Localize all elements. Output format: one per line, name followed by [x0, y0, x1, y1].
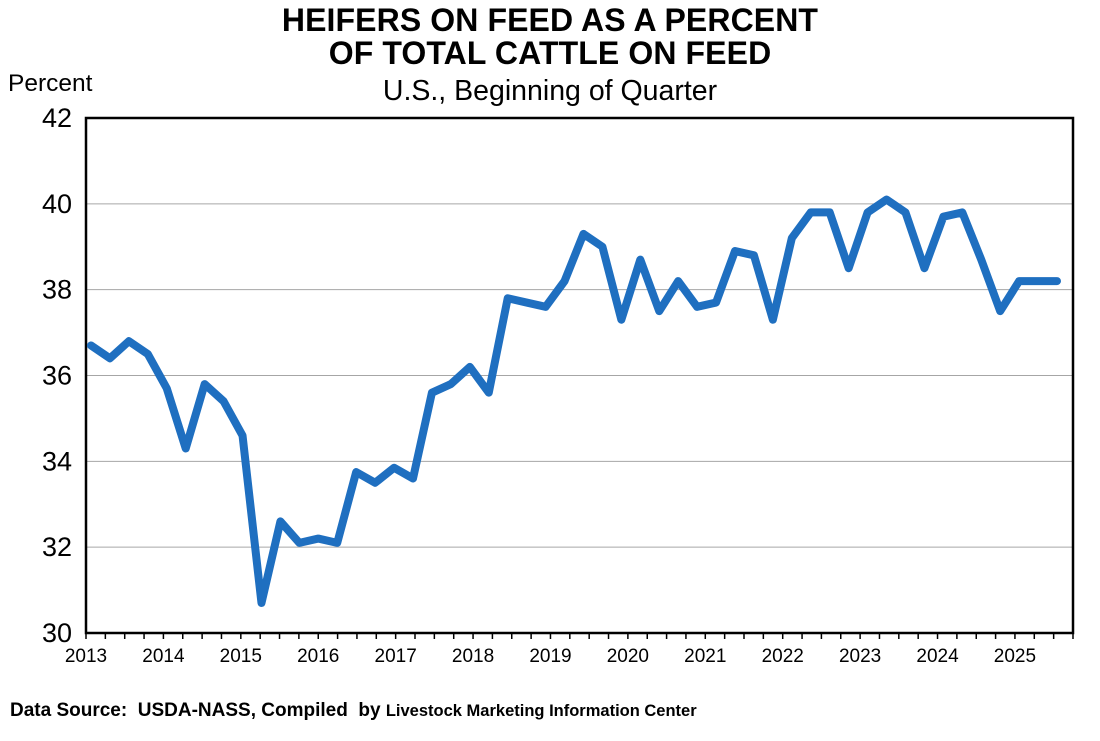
- svg-text:2024: 2024: [916, 646, 959, 667]
- svg-text:34: 34: [42, 446, 72, 476]
- svg-text:2023: 2023: [839, 646, 881, 667]
- svg-text:30: 30: [42, 618, 72, 648]
- svg-text:2019: 2019: [529, 646, 571, 667]
- svg-text:40: 40: [42, 189, 72, 219]
- svg-text:32: 32: [42, 532, 72, 562]
- svg-text:2013: 2013: [65, 646, 107, 667]
- svg-text:2021: 2021: [684, 646, 726, 667]
- svg-text:2018: 2018: [452, 646, 494, 667]
- svg-text:2015: 2015: [220, 646, 262, 667]
- svg-text:2022: 2022: [762, 646, 804, 667]
- svg-text:2020: 2020: [607, 646, 649, 667]
- svg-text:2016: 2016: [297, 646, 339, 667]
- svg-text:2017: 2017: [375, 646, 417, 667]
- svg-text:2025: 2025: [994, 646, 1036, 667]
- svg-text:2014: 2014: [142, 646, 185, 667]
- svg-text:36: 36: [42, 361, 72, 391]
- svg-text:38: 38: [42, 275, 72, 305]
- svg-text:42: 42: [42, 103, 72, 133]
